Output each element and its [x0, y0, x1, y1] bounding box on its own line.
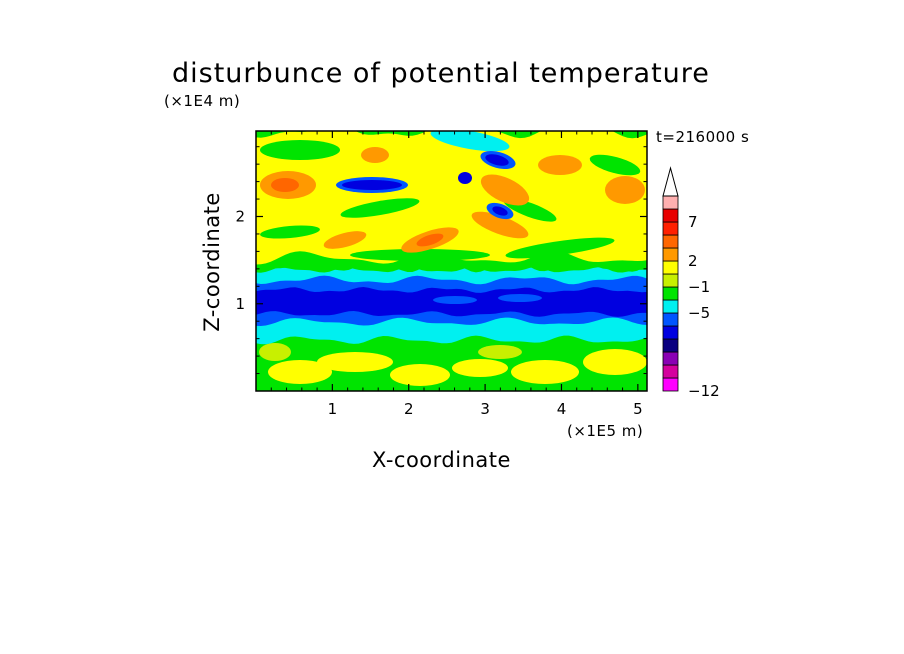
- upper-cyan: [430, 131, 510, 152]
- y-tick-label: 2: [235, 208, 245, 226]
- chart-title: disturbunce of potential temperature: [172, 58, 710, 89]
- x-tick-label: 1: [328, 400, 338, 418]
- colorbar-label: −1: [688, 278, 710, 296]
- x-axis-ticks: 1 2 3 4 5: [270, 131, 643, 418]
- low-yellow: [583, 349, 647, 375]
- colorbar-extend-arrow: [662, 166, 679, 197]
- upper-green: [260, 140, 340, 160]
- colorbar-label: 2: [688, 252, 698, 270]
- upper-green: [260, 225, 320, 239]
- x-tick-label: 2: [404, 400, 414, 418]
- colorbar-level: [662, 208, 679, 223]
- orange-patch: [323, 231, 367, 249]
- colorbar-level: [662, 351, 679, 366]
- time-label: t=216000 s: [656, 128, 750, 146]
- low-lime: [259, 343, 291, 361]
- upper-green: [505, 237, 615, 259]
- upper-green: [350, 249, 490, 261]
- upper-green: [589, 154, 641, 176]
- orange-patch: [480, 174, 530, 206]
- x-axis-label: X-coordinate: [372, 448, 511, 472]
- colorbar-level: [662, 195, 679, 210]
- colorbar-level: [662, 273, 679, 288]
- colorbar-level: [662, 325, 679, 340]
- orange-dark: [271, 178, 299, 192]
- darkblue-cell: [342, 180, 402, 190]
- blue-hole: [498, 294, 542, 302]
- low-yellow: [268, 360, 332, 384]
- colorbar-level: [662, 286, 679, 301]
- low-yellow: [452, 359, 508, 377]
- low-yellow: [317, 352, 393, 372]
- y-tick-label: 1: [235, 295, 245, 313]
- colorbar-level: [662, 364, 679, 379]
- colorbar: 7 2 −1 −5 −12: [662, 166, 720, 400]
- green-band: [256, 255, 647, 273]
- colorbar-level: [662, 312, 679, 327]
- orange-patch: [471, 211, 529, 239]
- colorbar-level: [662, 234, 679, 249]
- colorbar-label: 7: [688, 213, 698, 231]
- upper-green: [340, 198, 420, 218]
- darkblue-cell: [492, 206, 508, 216]
- colorbar-level: [662, 338, 679, 353]
- orange-patch: [605, 176, 645, 204]
- colorbar-level: [662, 299, 679, 314]
- x-tick-label: 5: [633, 400, 643, 418]
- colorbar-level: [662, 247, 679, 262]
- colorbar-label: −12: [688, 382, 720, 400]
- x-axis-unit: (×1E5 m): [567, 422, 644, 440]
- orange-dark: [416, 233, 444, 247]
- colorbar-level: [662, 260, 679, 275]
- colorbar-level: [662, 221, 679, 236]
- low-yellow: [511, 360, 579, 384]
- y-axis-unit: (×1E4 m): [164, 92, 241, 110]
- darkblue-cell: [458, 172, 472, 184]
- blue-hole: [433, 296, 477, 304]
- contour-field: [256, 131, 647, 391]
- colorbar-label: −5: [688, 304, 710, 322]
- x-tick-label: 3: [480, 400, 490, 418]
- y-axis-ticks: 12: [235, 146, 647, 375]
- colorbar-level: [662, 377, 679, 392]
- darkblue-cell: [485, 154, 509, 166]
- orange-patch: [538, 155, 582, 175]
- x-tick-label: 4: [557, 400, 567, 418]
- low-lime: [478, 345, 522, 359]
- plot-frame: [255, 130, 648, 392]
- low-yellow: [390, 364, 450, 386]
- orange-patch: [361, 147, 389, 163]
